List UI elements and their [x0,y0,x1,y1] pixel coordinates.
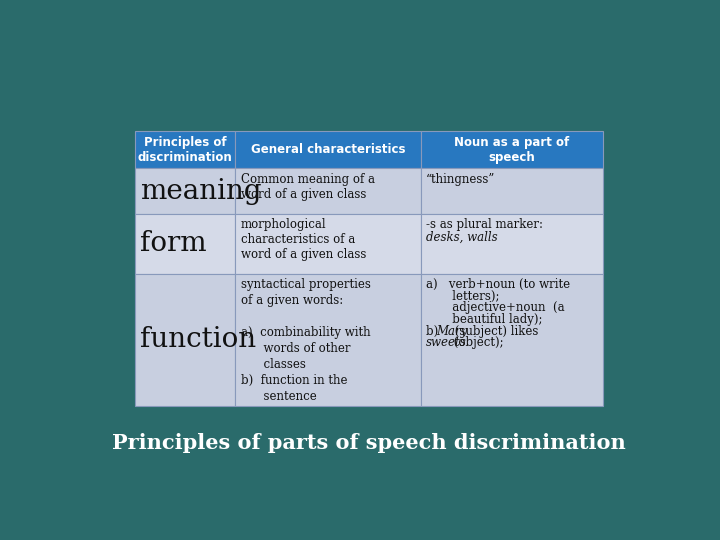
Bar [420,274,603,406]
Bar [135,214,235,274]
Text: Principles of parts of speech discrimination: Principles of parts of speech discrimina… [112,433,626,453]
Text: (subject) likes: (subject) likes [451,325,539,338]
Text: b): b) [426,325,442,338]
Text: adjective+noun  (a: adjective+noun (a [426,301,564,314]
Bar [235,214,420,274]
Bar [420,214,603,274]
Text: Principles of
discrimination: Principles of discrimination [138,136,233,164]
Text: desks, walls: desks, walls [426,230,498,244]
Text: -s as plural marker:: -s as plural marker: [426,218,543,231]
Text: General characteristics: General characteristics [251,143,405,157]
Bar [420,131,603,168]
Text: a)   verb+noun (to write: a) verb+noun (to write [426,278,570,291]
Text: Noun as a part of
speech: Noun as a part of speech [454,136,570,164]
Text: function: function [140,326,256,353]
Text: letters);: letters); [426,290,500,303]
Bar [235,168,420,214]
Bar [135,131,235,168]
Bar [235,274,420,406]
Text: beautiful lady);: beautiful lady); [426,313,543,326]
Bar [235,131,420,168]
Text: (object);: (object); [449,336,503,349]
Bar [420,168,603,214]
Text: morphological
characteristics of a
word of a given class: morphological characteristics of a word … [241,218,366,261]
Text: sweets: sweets [426,336,467,349]
Text: form: form [140,231,207,258]
Bar [135,274,235,406]
Text: “thingness”: “thingness” [426,173,495,186]
Text: Common meaning of a
word of a given class: Common meaning of a word of a given clas… [241,173,375,200]
Text: meaning: meaning [140,178,262,205]
Bar [135,168,235,214]
Text: Mary: Mary [436,325,467,338]
Text: syntactical properties
of a given words:

a)  combinability with
      words of : syntactical properties of a given words:… [241,278,371,403]
